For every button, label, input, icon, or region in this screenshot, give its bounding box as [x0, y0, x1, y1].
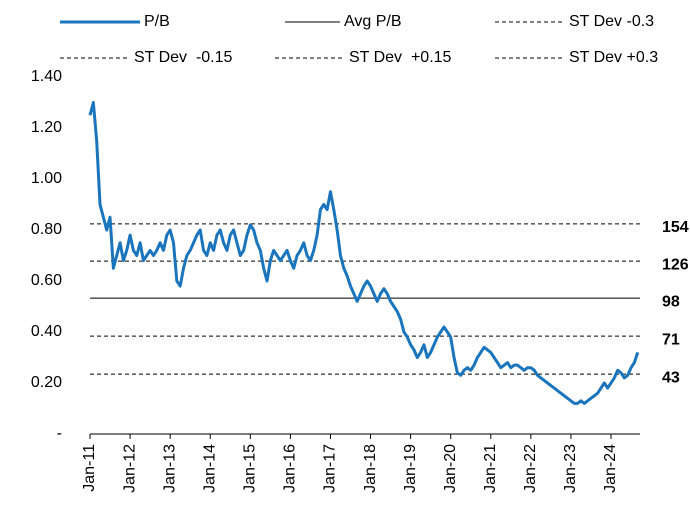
reference-label: 126: [662, 256, 689, 273]
x-tick-label: Jan-16: [282, 444, 299, 493]
x-tick-label: Jan-20: [442, 444, 459, 493]
x-tick-label: Jan-13: [161, 444, 178, 493]
legend-label: ST Dev -0.3: [569, 13, 654, 30]
x-tick-label: Jan-23: [562, 444, 579, 493]
legend-label: Avg P/B: [344, 13, 402, 30]
x-tick-label: Jan-17: [322, 444, 339, 493]
legend-label: ST Dev -0.15: [134, 49, 233, 66]
y-tick-label: 1.40: [31, 68, 62, 85]
x-tick-label: Jan-21: [482, 444, 499, 493]
legend-label: ST Dev +0.15: [349, 49, 452, 66]
y-tick-label: 0.20: [31, 374, 62, 391]
legend-label: ST Dev +0.3: [569, 49, 658, 66]
reference-label: 154: [662, 219, 689, 236]
y-tick-label: -: [57, 425, 62, 442]
y-tick-label: 1.00: [31, 170, 62, 187]
x-tick-label: Jan-15: [242, 444, 259, 493]
reference-label: 98: [662, 293, 680, 310]
x-tick-label: Jan-22: [522, 444, 539, 493]
x-tick-label: Jan-18: [362, 444, 379, 493]
x-tick-label: Jan-24: [602, 444, 619, 493]
y-tick-label: 0.40: [31, 323, 62, 340]
x-tick-label: Jan-14: [201, 444, 218, 493]
y-tick-label: 0.80: [31, 221, 62, 238]
x-tick-label: Jan-19: [402, 444, 419, 493]
x-tick-label: Jan-12: [121, 444, 138, 493]
reference-label: 43: [662, 369, 680, 386]
reference-label: 71: [662, 331, 680, 348]
y-tick-label: 0.60: [31, 272, 62, 289]
y-tick-label: 1.20: [31, 119, 62, 136]
pb-line: [88, 101, 640, 405]
x-tick-label: Jan-11: [81, 444, 98, 492]
legend-label: P/B: [144, 13, 170, 30]
